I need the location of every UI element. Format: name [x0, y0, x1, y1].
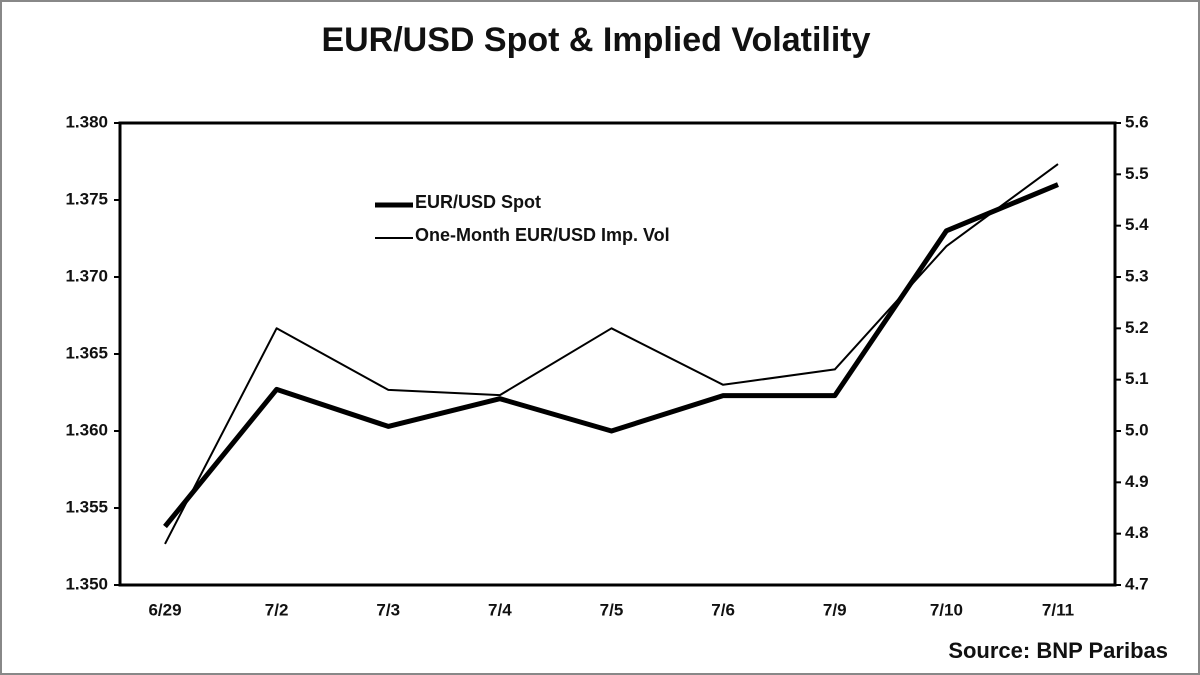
- y2-tick-label: 5.6: [1125, 112, 1149, 131]
- y-tick-label: 1.370: [65, 266, 108, 285]
- y2-tick-label: 5.0: [1125, 420, 1149, 439]
- y-tick-label: 1.380: [65, 112, 108, 131]
- legend-label: One-Month EUR/USD Imp. Vol: [415, 225, 670, 245]
- y2-tick-label: 5.4: [1125, 215, 1149, 234]
- y2-tick-label: 5.2: [1125, 318, 1149, 337]
- x-tick-label: 7/9: [823, 600, 847, 619]
- chart-title: EUR/USD Spot & Implied Volatility: [321, 21, 870, 59]
- y2-tick-label: 4.8: [1125, 523, 1149, 542]
- x-tick-label: 7/2: [265, 600, 289, 619]
- y-tick-label: 1.360: [65, 420, 108, 439]
- y-tick-label: 1.365: [65, 343, 108, 362]
- plot-area: [118, 121, 1117, 587]
- x-tick-label: 7/6: [711, 600, 735, 619]
- legend-label: EUR/USD Spot: [415, 192, 541, 212]
- y-tick-label: 1.375: [65, 189, 108, 208]
- y-tick-label: 1.350: [65, 574, 108, 593]
- series-line: [164, 163, 1059, 545]
- x-tick-label: 7/4: [488, 600, 512, 619]
- x-tick-label: 7/10: [930, 600, 963, 619]
- y2-tick-label: 5.1: [1125, 369, 1149, 388]
- x-tick-label: 7/3: [376, 600, 400, 619]
- y2-tick-label: 5.5: [1125, 164, 1149, 183]
- y2-tick-label: 4.7: [1125, 574, 1149, 593]
- series-line: [163, 182, 1059, 529]
- y-tick-label: 1.355: [65, 497, 108, 516]
- y2-tick-label: 5.3: [1125, 266, 1149, 285]
- x-tick-label: 6/29: [148, 600, 181, 619]
- source: Source: BNP Paribas: [948, 638, 1168, 663]
- x-tick-label: 7/11: [1042, 600, 1074, 619]
- y2-tick-label: 4.9: [1125, 472, 1149, 491]
- x-tick-label: 7/5: [600, 600, 624, 619]
